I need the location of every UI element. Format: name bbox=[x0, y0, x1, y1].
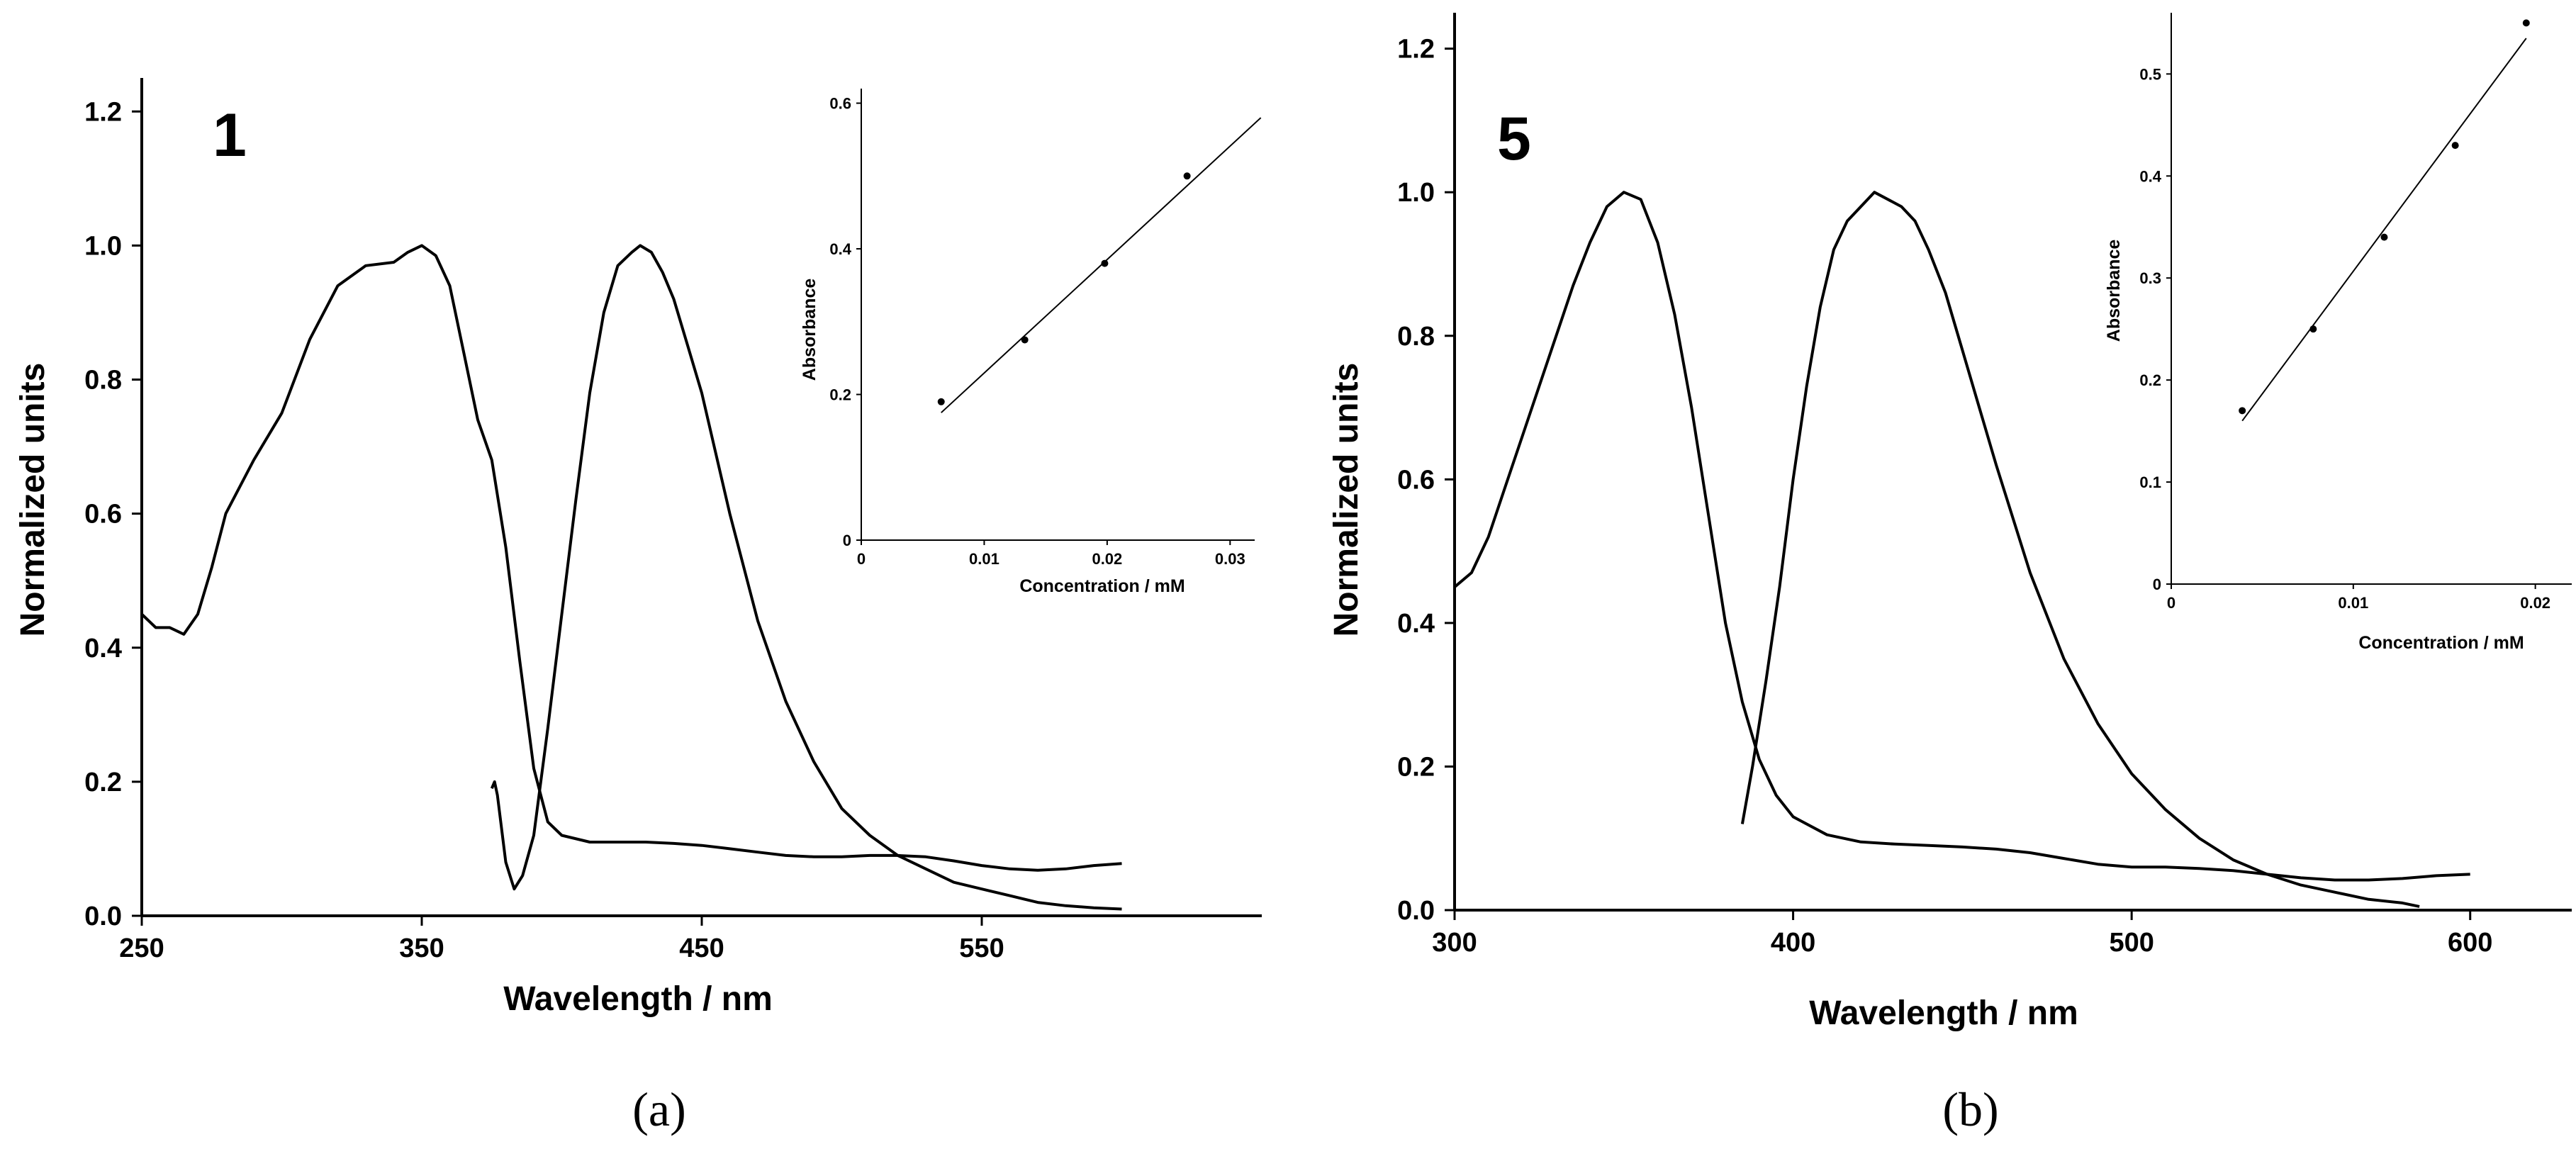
inset-y-tick-label: 0.1 bbox=[2139, 473, 2161, 491]
inset-data-point bbox=[2380, 233, 2388, 241]
y-tick-label: 0.8 bbox=[1397, 322, 1435, 352]
inset-data-point bbox=[2309, 325, 2317, 333]
inset-data-point bbox=[2522, 19, 2530, 27]
y-tick-label: 0.8 bbox=[84, 366, 122, 396]
y-tick-label: 1.0 bbox=[1397, 178, 1435, 208]
inset-mark-group bbox=[2239, 19, 2530, 422]
y-tick-label: 1.2 bbox=[84, 97, 122, 127]
panel-number: 1 bbox=[213, 101, 247, 169]
panel-b: 5 Wavelength / nm Normalized units (b) 3… bbox=[1328, 13, 2572, 1136]
y-tick-label: 0.6 bbox=[84, 500, 122, 529]
panel-caption: (a) bbox=[632, 1082, 685, 1136]
inset-y-tick-label: 0.6 bbox=[829, 95, 851, 113]
inset-y-tick-label: 0.3 bbox=[2139, 269, 2161, 287]
inset-y-tick-label: 0.2 bbox=[2139, 371, 2161, 389]
series-group bbox=[1453, 191, 2470, 908]
inset-y-axis-title: Absorbance bbox=[800, 279, 819, 381]
absorption-line bbox=[1453, 191, 2470, 882]
inset-data-point bbox=[1183, 172, 1191, 180]
x-tick-label: 600 bbox=[2448, 928, 2492, 958]
x-tick-label: 500 bbox=[2109, 928, 2154, 958]
panel-number: 5 bbox=[1497, 105, 1531, 173]
inset-data-point bbox=[2239, 407, 2246, 415]
panel-caption: (b) bbox=[1942, 1082, 1998, 1136]
tick-group: 250 350 450 550 0.0 0.2 0.4 0.6 0.8 1.0 1.2 bbox=[84, 97, 1004, 963]
inset-y-tick-label: 0.2 bbox=[829, 386, 851, 404]
x-tick-label: 300 bbox=[1432, 928, 1477, 958]
inset-data-point bbox=[937, 398, 945, 405]
y-tick-label: 0.4 bbox=[84, 634, 122, 663]
y-tick-label: 0.0 bbox=[84, 902, 122, 931]
inset-x-tick-label: 0.01 bbox=[2338, 594, 2368, 612]
x-axis-title: Wavelength / nm bbox=[1809, 994, 2078, 1032]
y-tick-label: 0.4 bbox=[1397, 609, 1435, 639]
absorption-line bbox=[140, 244, 1122, 872]
inset-data-point bbox=[1101, 259, 1109, 267]
inset-y-tick-label: 0 bbox=[843, 532, 851, 549]
x-tick-label: 350 bbox=[399, 934, 444, 963]
emission-line bbox=[1740, 191, 2420, 908]
inset-tick-group: 0 0.01 0.02 0.03 0 0.2 0.4 0.6 bbox=[829, 95, 1245, 568]
x-axis-title: Wavelength / nm bbox=[503, 980, 773, 1018]
inset-fit-line bbox=[941, 117, 1262, 413]
inset-tick-group: 0 0.01 0.02 0 0.1 0.2 0.3 0.4 0.5 bbox=[2139, 65, 2550, 612]
inset-x-tick-label: 0 bbox=[857, 550, 866, 568]
y-tick-label: 1.0 bbox=[84, 231, 122, 261]
x-tick-label: 400 bbox=[1771, 928, 1815, 958]
inset-x-tick-label: 0.01 bbox=[969, 550, 999, 568]
inset-data-point bbox=[1021, 336, 1029, 344]
emission-line bbox=[490, 244, 1122, 911]
x-tick-label: 250 bbox=[119, 934, 164, 963]
y-tick-label: 0.0 bbox=[1397, 896, 1435, 926]
inset-y-tick-label: 0.4 bbox=[2139, 167, 2161, 185]
x-tick-label: 550 bbox=[959, 934, 1004, 963]
y-tick-label: 0.6 bbox=[1397, 465, 1435, 495]
panel-a: 1 Wavelength / nm Normalized units (a) 2… bbox=[14, 78, 1262, 1136]
inset-x-tick-label: 0 bbox=[2167, 594, 2175, 612]
y-axis-title: Normalized units bbox=[14, 363, 52, 637]
y-tick-label: 1.2 bbox=[1397, 35, 1435, 65]
y-axis-title: Normalized units bbox=[1328, 363, 1365, 637]
series-group bbox=[140, 244, 1122, 911]
inset-y-tick-label: 0.4 bbox=[829, 240, 851, 258]
inset-fit-line bbox=[2241, 38, 2527, 422]
inset-x-tick-label: 0.02 bbox=[1092, 550, 1122, 568]
inset-x-tick-label: 0.02 bbox=[2520, 594, 2550, 612]
inset-data-point bbox=[2451, 142, 2459, 150]
y-tick-label: 0.2 bbox=[1397, 752, 1435, 782]
inset-x-tick-label: 0.03 bbox=[1215, 550, 1245, 568]
inset-mark-group bbox=[937, 117, 1262, 413]
y-tick-label: 0.2 bbox=[84, 768, 122, 797]
inset-x-axis-title: Concentration / mM bbox=[1019, 576, 1185, 596]
inset-y-tick-label: 0 bbox=[2153, 576, 2161, 593]
inset-x-axis-title: Concentration / mM bbox=[2358, 633, 2524, 653]
x-tick-label: 450 bbox=[679, 934, 724, 963]
inset-y-tick-label: 0.5 bbox=[2139, 65, 2161, 83]
inset-y-axis-title: Absorbance bbox=[2104, 240, 2124, 342]
